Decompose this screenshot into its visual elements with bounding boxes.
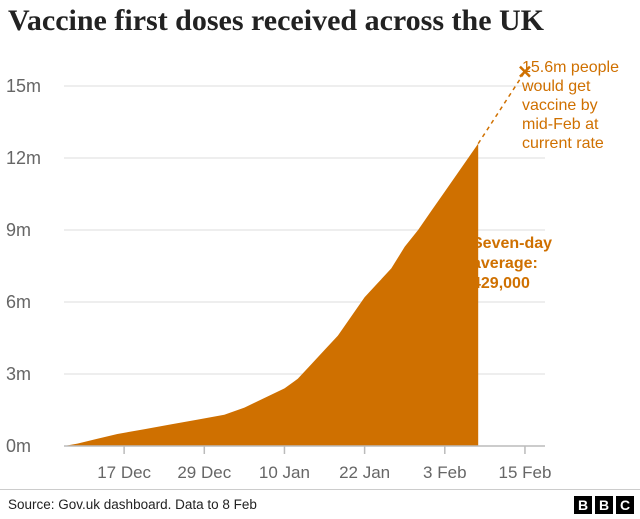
x-tick-label: 22 Jan [339,463,390,482]
marker-stroke [519,65,531,78]
y-tick-label: 9m [6,220,31,240]
chart-title: Vaccine first doses received across the … [8,4,545,37]
projection-annotation-line: vaccine by [522,97,598,114]
average-annotation-line: 429,000 [472,275,530,292]
y-tick-label: 12m [6,148,41,168]
source-note: Source: Gov.uk dashboard. Data to 8 Feb [8,497,257,512]
projection-marker [519,65,531,78]
x-tick-label: 17 Dec [97,463,151,482]
y-tick-label: 3m [6,364,31,384]
x-tick-label: 3 Feb [423,463,466,482]
projection-annotation-line: would get [521,78,591,95]
bbc-logo: B B C [574,496,634,514]
logo-letter: C [616,496,634,514]
projection-annotation-line: mid-Feb at [522,116,599,133]
projection-annotation-line: current rate [522,135,604,152]
average-annotation-line: Seven-day [472,235,552,252]
y-tick-label: 15m [6,76,41,96]
y-tick-label: 6m [6,292,31,312]
average-annotation-line: average: [472,255,538,272]
x-tick-label: 29 Dec [177,463,231,482]
logo-letter: B [574,496,592,514]
logo-letter: B [595,496,613,514]
x-tick-label: 10 Jan [259,463,310,482]
x-tick-label: 15 Feb [498,463,551,482]
projection-annotation-line: 15.6m people [522,59,619,76]
projection-line [477,71,526,145]
y-tick-label: 0m [6,436,31,456]
footer-divider [0,489,640,490]
chart-plot: 0m 3m 6m 9m 12m 15m 17 Dec 29 Dec 10 Jan 22 Jan 3 … [6,59,619,482]
area-series [64,143,479,446]
